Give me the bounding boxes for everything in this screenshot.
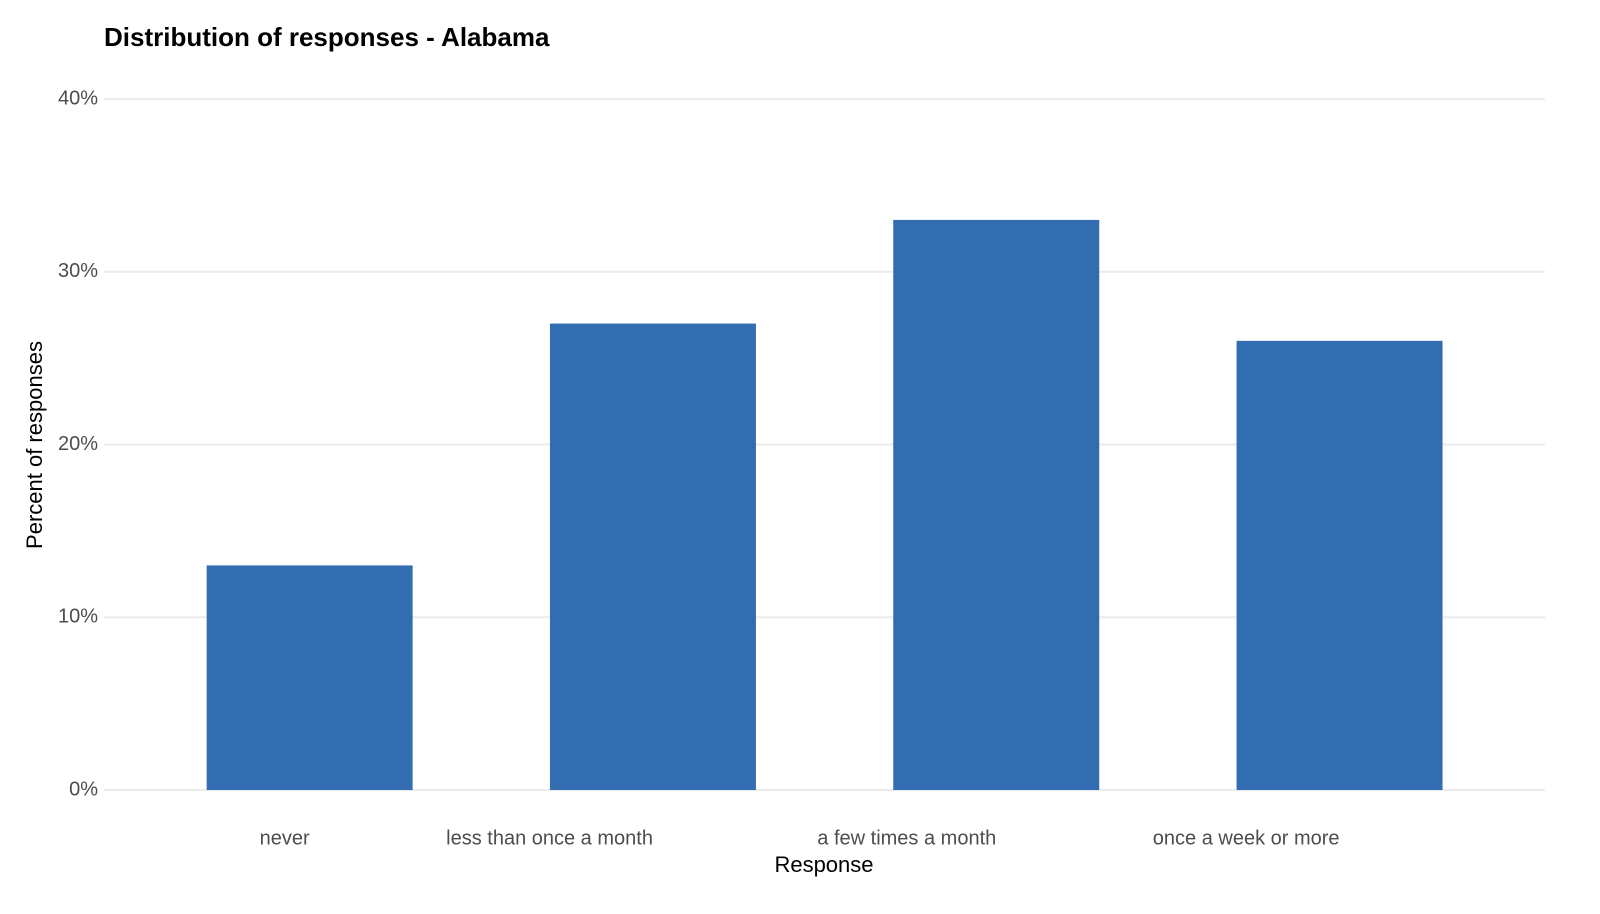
x-axis-title: Response bbox=[774, 852, 873, 877]
bar bbox=[206, 565, 413, 790]
x-tick-label: once a week or more bbox=[1153, 827, 1340, 849]
x-tick-label: never bbox=[260, 827, 310, 849]
bar bbox=[1236, 340, 1443, 790]
y-tick-label: 10% bbox=[58, 606, 98, 628]
x-tick-label: less than once a month bbox=[446, 827, 653, 849]
chart-title: Distribution of responses - Alabama bbox=[104, 22, 550, 52]
y-tick-label: 40% bbox=[58, 87, 98, 109]
y-tick-label: 30% bbox=[58, 260, 98, 282]
y-tick-label: 0% bbox=[69, 778, 98, 800]
bar bbox=[893, 219, 1100, 791]
x-tick-label: a few times a month bbox=[817, 827, 996, 849]
bar bbox=[549, 323, 756, 790]
y-tick-label: 20% bbox=[58, 433, 98, 455]
y-axis-title: Percent of responses bbox=[22, 341, 47, 549]
